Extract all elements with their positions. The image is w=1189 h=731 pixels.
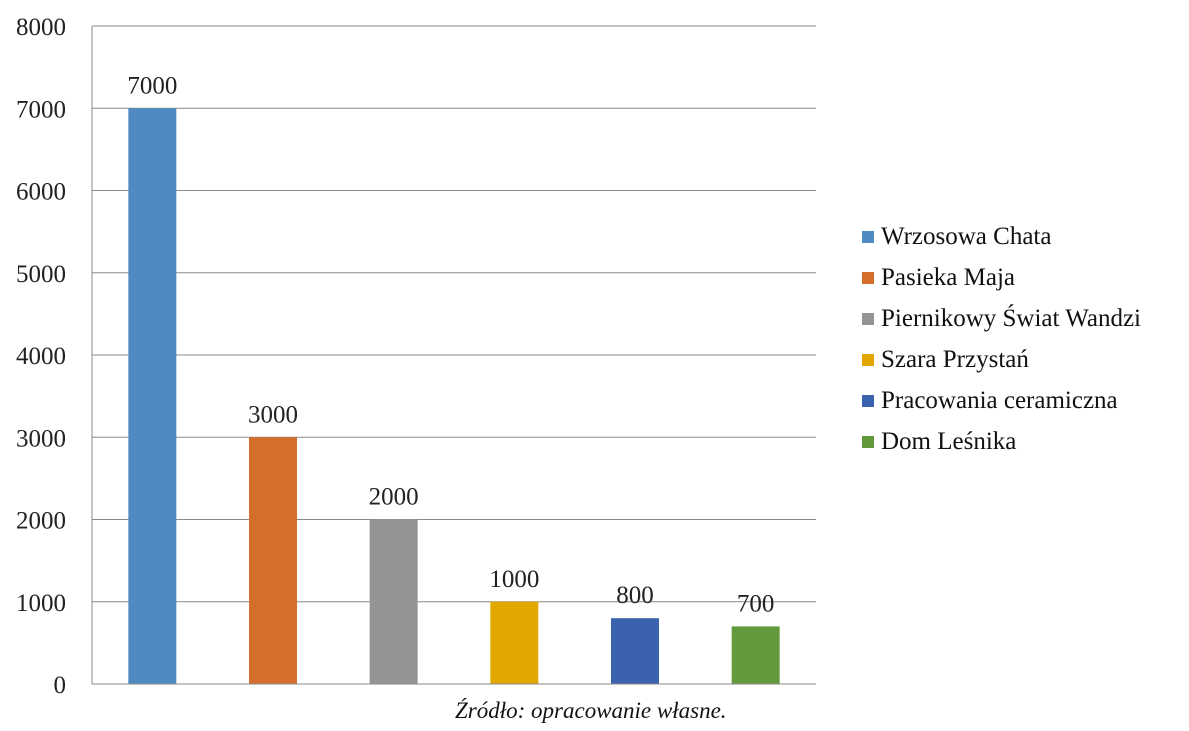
bar — [128, 108, 177, 684]
legend-item: Dom Leśnika — [862, 421, 1141, 462]
legend-label: Szara Przystań — [881, 345, 1029, 373]
legend-label: Dom Leśnika — [881, 427, 1017, 455]
y-tick-label: 1000 — [16, 590, 66, 617]
chart-legend: Wrzosowa Chata Pasieka Maja Piernikowy Świ… — [862, 216, 1141, 462]
legend-label: Wrzosowa Chata — [881, 222, 1052, 250]
legend-swatch — [862, 353, 874, 366]
legend-swatch — [862, 230, 874, 243]
data-label: 700 — [737, 590, 775, 617]
y-tick-label: 6000 — [16, 179, 66, 206]
legend-swatch — [862, 394, 874, 407]
legend-item: Szara Przystań — [862, 339, 1141, 380]
data-label: 1000 — [489, 566, 539, 593]
legend-swatch — [862, 435, 874, 448]
legend-item: Pracowania ceramiczna — [862, 380, 1141, 421]
axes — [91, 26, 816, 685]
bars — [128, 108, 780, 684]
legend-item: Piernikowy Świat Wandzi — [862, 298, 1141, 339]
y-tick-label: 5000 — [16, 261, 66, 288]
bar — [490, 601, 539, 684]
bar — [731, 626, 780, 684]
legend-item: Pasieka Maja — [862, 257, 1141, 298]
legend-label: Piernikowy Świat Wandzi — [881, 304, 1141, 332]
y-tick-label: 7000 — [16, 96, 66, 123]
data-label: 2000 — [369, 484, 419, 511]
bar — [611, 618, 659, 684]
data-label: 3000 — [248, 401, 298, 428]
source-note: Źródło: opracowanie własne. — [455, 698, 727, 723]
y-tick-label: 8000 — [16, 14, 66, 41]
y-axis-tick-labels: 0 1000 2000 3000 4000 5000 6000 7000 8000 — [16, 14, 66, 699]
bar — [249, 437, 297, 684]
legend-swatch — [862, 271, 874, 284]
y-tick-label: 4000 — [16, 343, 66, 370]
data-label: 7000 — [127, 72, 177, 99]
y-tick-label: 0 — [54, 672, 67, 699]
legend-label: Pasieka Maja — [881, 263, 1015, 291]
data-label: 800 — [616, 582, 654, 609]
gridlines — [92, 25, 816, 603]
legend-label: Pracowania ceramiczna — [881, 386, 1118, 414]
bar — [369, 519, 418, 684]
legend-item: Wrzosowa Chata — [862, 216, 1141, 257]
y-tick-label: 2000 — [16, 508, 66, 535]
data-labels: 7000 3000 2000 1000 800 700 — [127, 72, 774, 617]
legend-swatch — [862, 312, 874, 325]
y-tick-label: 3000 — [16, 425, 66, 452]
